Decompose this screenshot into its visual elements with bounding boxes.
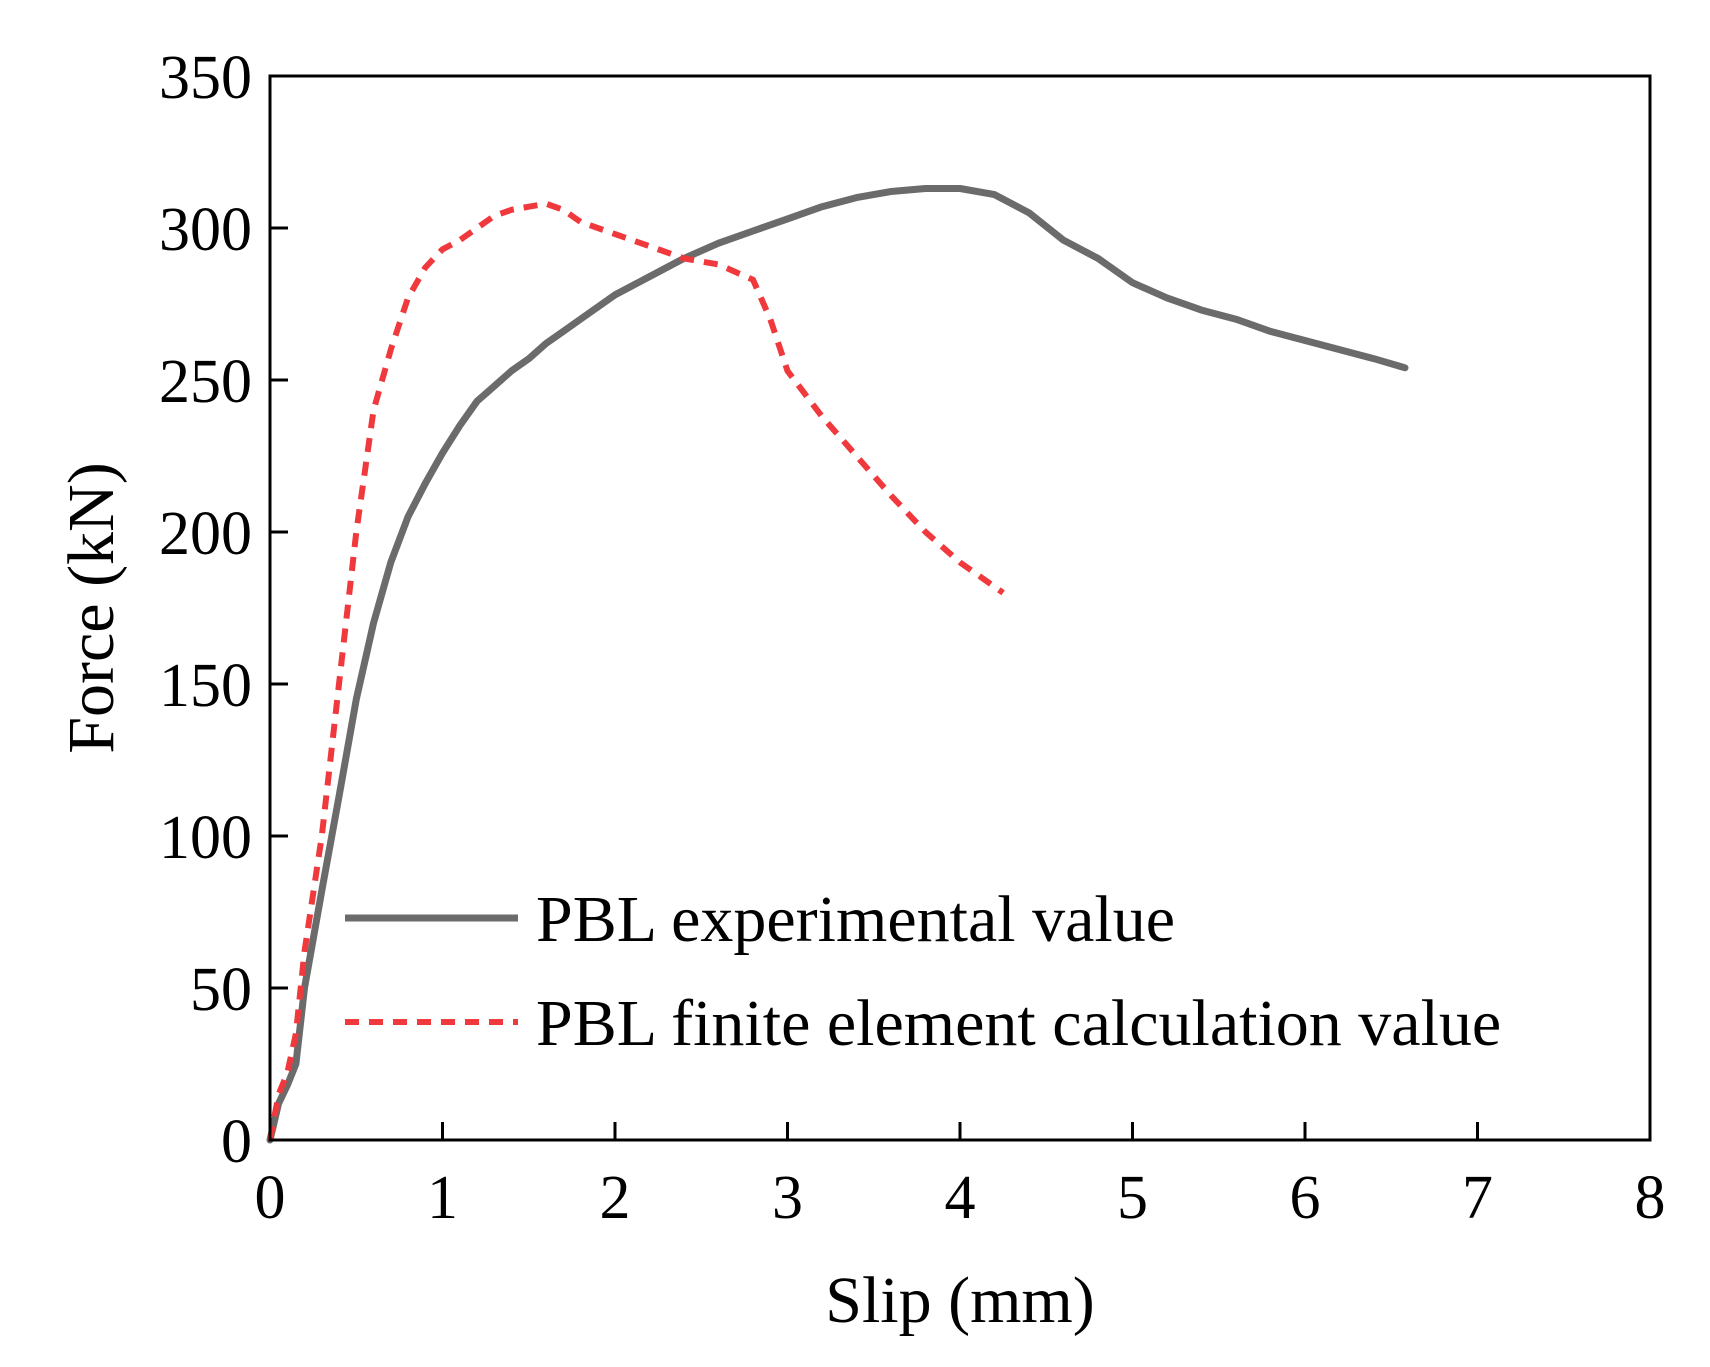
y-tick-label: 100 <box>159 804 252 872</box>
y-tick-label: 0 <box>221 1108 252 1176</box>
legend: PBL experimental value PBL finite elemen… <box>345 883 1501 1060</box>
series-line-experimental <box>266 185 1409 1144</box>
y-tick-label: 350 <box>159 44 252 112</box>
y-tick-label: 50 <box>190 956 252 1024</box>
y-tick-label: 150 <box>159 652 252 720</box>
x-axis-title: Slip (mm) <box>825 1264 1095 1337</box>
x-tick-label: 2 <box>600 1164 631 1232</box>
series-layer <box>266 185 1409 1144</box>
legend-label-finite-element: PBL finite element calculation value <box>536 987 1501 1060</box>
x-tick-label: 5 <box>1117 1164 1148 1232</box>
x-tick-label: 3 <box>772 1164 803 1232</box>
series-line-finite-element <box>267 200 1005 1141</box>
ticks-layer: 0 1 2 3 4 5 6 7 8 0 50 100 150 200 250 300 350 <box>159 44 1666 1232</box>
y-tick-label: 300 <box>159 196 252 264</box>
x-tick-label: 4 <box>945 1164 976 1232</box>
y-tick-label: 200 <box>159 500 252 568</box>
x-tick-label: 0 <box>255 1164 286 1232</box>
x-tick-label: 1 <box>427 1164 458 1232</box>
y-tick-label: 250 <box>159 348 252 416</box>
plot-frame <box>268 74 1652 1142</box>
x-tick-label: 7 <box>1462 1164 1493 1232</box>
legend-label-experimental: PBL experimental value <box>536 883 1175 956</box>
x-tick-label: 8 <box>1635 1164 1666 1232</box>
y-axis-title: Force (kN) <box>55 462 128 753</box>
x-tick-label: 6 <box>1290 1164 1321 1232</box>
